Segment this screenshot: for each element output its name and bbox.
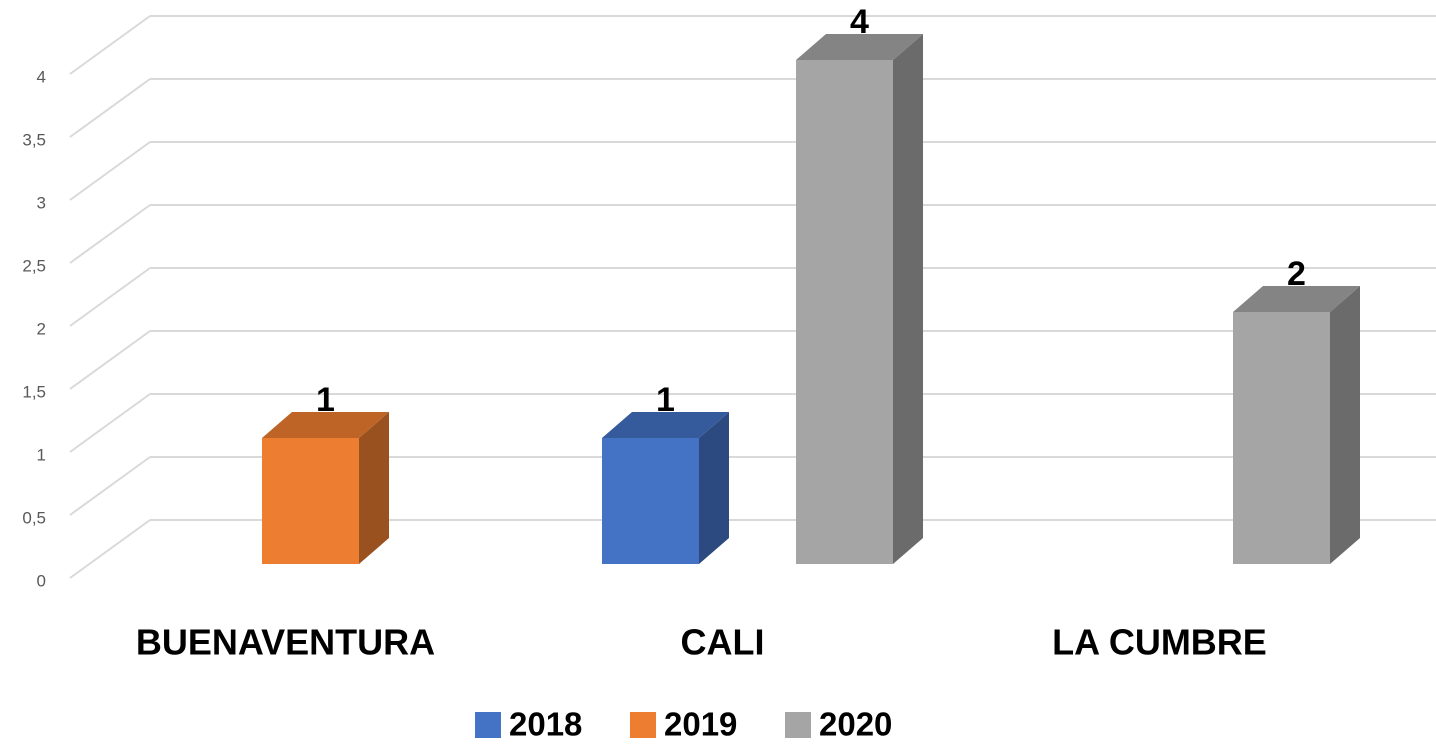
grid-line-depth (69, 393, 151, 453)
bar (262, 438, 359, 564)
legend-swatch (785, 712, 811, 738)
data-label: 2 (1287, 255, 1306, 293)
grid-line-depth (69, 456, 151, 516)
bar-side (699, 412, 729, 564)
grid-line-depth (69, 15, 151, 75)
data-label: 4 (850, 3, 869, 41)
y-tick-label: 1,5 (22, 382, 46, 401)
bar (1233, 312, 1330, 564)
y-tick-label: 4 (37, 67, 46, 86)
bar-top (262, 412, 389, 438)
bar-side (1330, 286, 1360, 564)
y-tick-label: 1 (37, 445, 46, 464)
bar-top (1233, 286, 1360, 312)
grid-line-depth (69, 204, 151, 264)
x-tick-label: LA CUMBRE (1052, 622, 1267, 663)
grid-line-depth (69, 519, 151, 579)
x-tick-label: CALI (681, 622, 765, 663)
y-tick-label: 2,5 (22, 256, 46, 275)
bar-side (893, 34, 923, 564)
grid-line-depth (69, 141, 151, 201)
bar (796, 60, 893, 564)
y-tick-label: 3,5 (22, 130, 46, 149)
y-tick-label: 0,5 (22, 508, 46, 527)
y-tick-label: 3 (37, 193, 46, 212)
legend-swatch (630, 712, 656, 738)
legend-label: 2018 (509, 706, 582, 743)
x-tick-label: BUENAVENTURA (136, 622, 435, 663)
legend-label: 2019 (664, 706, 737, 743)
grid-line-depth (69, 78, 151, 138)
grid-line-depth (69, 267, 151, 327)
bar-top (602, 412, 729, 438)
bar-top (796, 34, 923, 60)
grid-line-depth (69, 330, 151, 390)
bar (602, 438, 699, 564)
bar-side (359, 412, 389, 564)
y-tick-label: 0 (37, 571, 46, 590)
data-label: 1 (316, 381, 335, 419)
data-label: 1 (656, 381, 675, 419)
y-tick-label: 2 (37, 319, 46, 338)
legend-label: 2020 (819, 706, 892, 743)
legend-swatch (475, 712, 501, 738)
